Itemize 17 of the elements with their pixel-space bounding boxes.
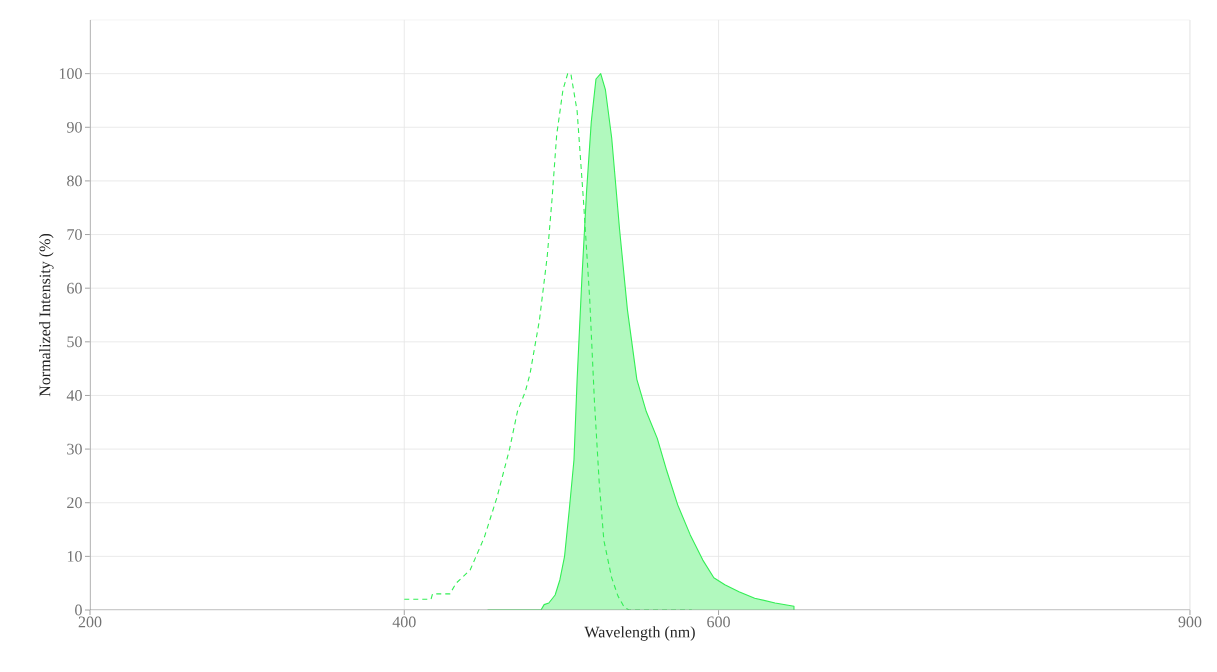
y-axis-title: Normalized Intensity (%) <box>39 233 54 397</box>
x-tick-label: 600 <box>707 616 730 628</box>
y-tick-label: 30 <box>67 443 82 455</box>
y-tick-label: 10 <box>67 550 82 562</box>
x-tick-label: 900 <box>1178 616 1202 628</box>
y-tick-label: 0 <box>75 604 82 616</box>
y-tick-label: 90 <box>66 121 82 133</box>
x-axis-title: Wavelength (nm) <box>584 626 695 641</box>
y-tick-label: 60 <box>67 282 82 294</box>
y-tick-label: 50 <box>67 336 82 348</box>
y-tick-label: 20 <box>67 497 82 509</box>
y-tick-label: 40 <box>66 390 82 401</box>
y-tick-label: 70 <box>67 229 82 240</box>
x-tick-label: 400 <box>392 616 416 628</box>
y-tick-label: 80 <box>67 175 82 187</box>
y-tick-label: 100 <box>59 68 82 80</box>
x-tick-label: 200 <box>78 616 102 628</box>
